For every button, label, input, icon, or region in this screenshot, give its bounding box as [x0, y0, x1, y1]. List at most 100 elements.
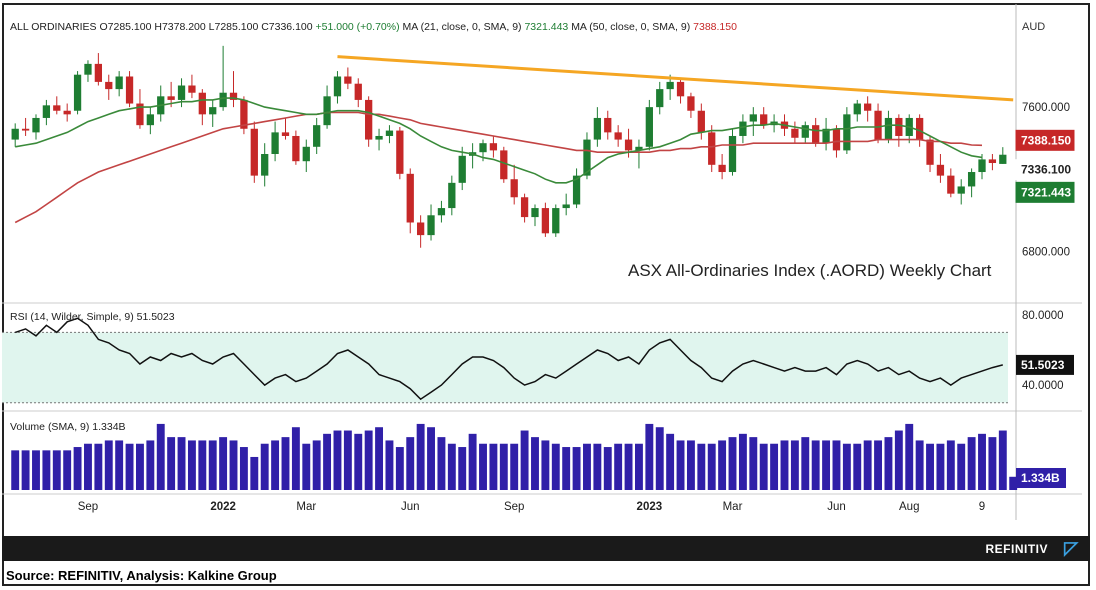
x-tick-label: Sep [504, 501, 524, 513]
candle-body [281, 132, 290, 136]
candle-body [229, 92, 238, 100]
candle-body [749, 114, 757, 122]
volume-bar [614, 443, 623, 490]
candle-body [541, 208, 550, 234]
volume-bar [198, 440, 207, 490]
volume-bar [135, 443, 144, 490]
volume-bar [260, 443, 269, 490]
volume-bar [842, 443, 851, 490]
volume-bar [489, 443, 498, 490]
candle-body [125, 76, 134, 104]
candle-body [531, 208, 539, 218]
volume-bar [905, 423, 914, 490]
volume-bar [375, 427, 384, 490]
volume-bar [115, 440, 124, 490]
currency-label: AUD [1022, 21, 1045, 33]
candle-body [167, 96, 175, 100]
x-tick-label: 9 [979, 501, 985, 513]
volume-bar [749, 437, 758, 490]
volume-bar [146, 440, 155, 490]
volume-bar [998, 430, 1007, 490]
volume-bar [770, 443, 779, 490]
volume-bar [302, 443, 311, 490]
candle-body [635, 146, 643, 151]
volume-bar [531, 437, 539, 490]
ma21-label: MA (21, close, 0, SMA, 9) [403, 21, 525, 33]
candle-body [936, 164, 945, 176]
volume-pane: Volume (SMA, 9) 1.334B [10, 421, 1018, 490]
candle-body [11, 128, 19, 140]
volume-bar [458, 447, 467, 490]
candle-body [947, 175, 955, 194]
candle-body [895, 117, 903, 136]
volume-bar [676, 440, 685, 490]
candle-body [94, 63, 103, 82]
volume-bar [572, 447, 581, 490]
rsi-label: RSI (14, Wilder, Simple, 9) 51.5023 [10, 311, 175, 323]
volume-bar [988, 437, 997, 490]
candle-body [915, 117, 924, 140]
ma50-value: 7388.150 [693, 21, 737, 33]
rsi-tick-label: 80.0000 [1022, 310, 1064, 322]
volume-bar [801, 437, 810, 490]
candle-body [479, 143, 487, 153]
volume-label: Volume (SMA, 9) 1.334B [10, 421, 126, 433]
candle-body [427, 215, 435, 236]
refinitiv-logo-icon: ◸ [1064, 538, 1078, 558]
candle-body [198, 92, 206, 115]
candle-body [261, 154, 269, 176]
candle-body [209, 107, 217, 115]
volume-bar [853, 443, 862, 490]
volume-bar [239, 447, 248, 490]
x-tick-label: Mar [296, 501, 316, 513]
volume-bar [832, 440, 841, 490]
volume-bar [510, 443, 519, 490]
volume-bar [759, 443, 768, 490]
candle-body [416, 222, 425, 236]
candle-body [271, 132, 279, 154]
volume-bar [32, 450, 40, 490]
x-tick-label: 2023 [637, 501, 663, 513]
close-price-tag: 7336.100 [1015, 159, 1075, 181]
volume-bar [718, 440, 727, 490]
candle-body [500, 150, 508, 180]
candle-body [42, 105, 51, 118]
price-tag-box [1015, 181, 1075, 203]
volume-bar [707, 443, 716, 490]
candle-body [354, 83, 362, 100]
candle-body [687, 96, 695, 111]
price-tick-label: 7600.000 [1022, 102, 1070, 114]
volume-bar [104, 440, 113, 490]
candle-body [967, 172, 976, 187]
volume-bar [385, 440, 394, 490]
volume-bar [52, 450, 61, 490]
x-tick-label: Sep [78, 501, 98, 513]
volume-bar [84, 443, 92, 490]
candle-body [365, 99, 373, 140]
volume-bar [645, 423, 654, 490]
volume-bar [499, 443, 508, 490]
candle-body [136, 103, 144, 126]
x-tick-label: Mar [723, 501, 743, 513]
volume-bar [364, 430, 373, 490]
price-tag-text: 7321.443 [1021, 185, 1071, 199]
volume-value-tag: 1.334B [1016, 468, 1066, 488]
volume-bar [697, 443, 706, 490]
volume-bar [323, 433, 332, 490]
volume-bar [811, 440, 820, 490]
candle-body [323, 96, 331, 126]
price-tag-box [1015, 159, 1075, 181]
ma21-value: 7321.443 [524, 21, 571, 33]
price-tag-text: 7388.150 [1021, 133, 1071, 147]
candle-body [822, 128, 830, 144]
volume-bar [354, 433, 363, 490]
volume-bar [437, 437, 446, 490]
volume-bar [427, 427, 435, 490]
x-tick-label: Jun [827, 501, 846, 513]
x-tick-label: Aug [899, 501, 919, 513]
candle-body [791, 128, 799, 138]
ma50-price-tag: 7388.150 [1015, 129, 1075, 151]
volume-bar [468, 433, 477, 490]
candle-body [864, 103, 872, 111]
candle-body [926, 139, 934, 165]
